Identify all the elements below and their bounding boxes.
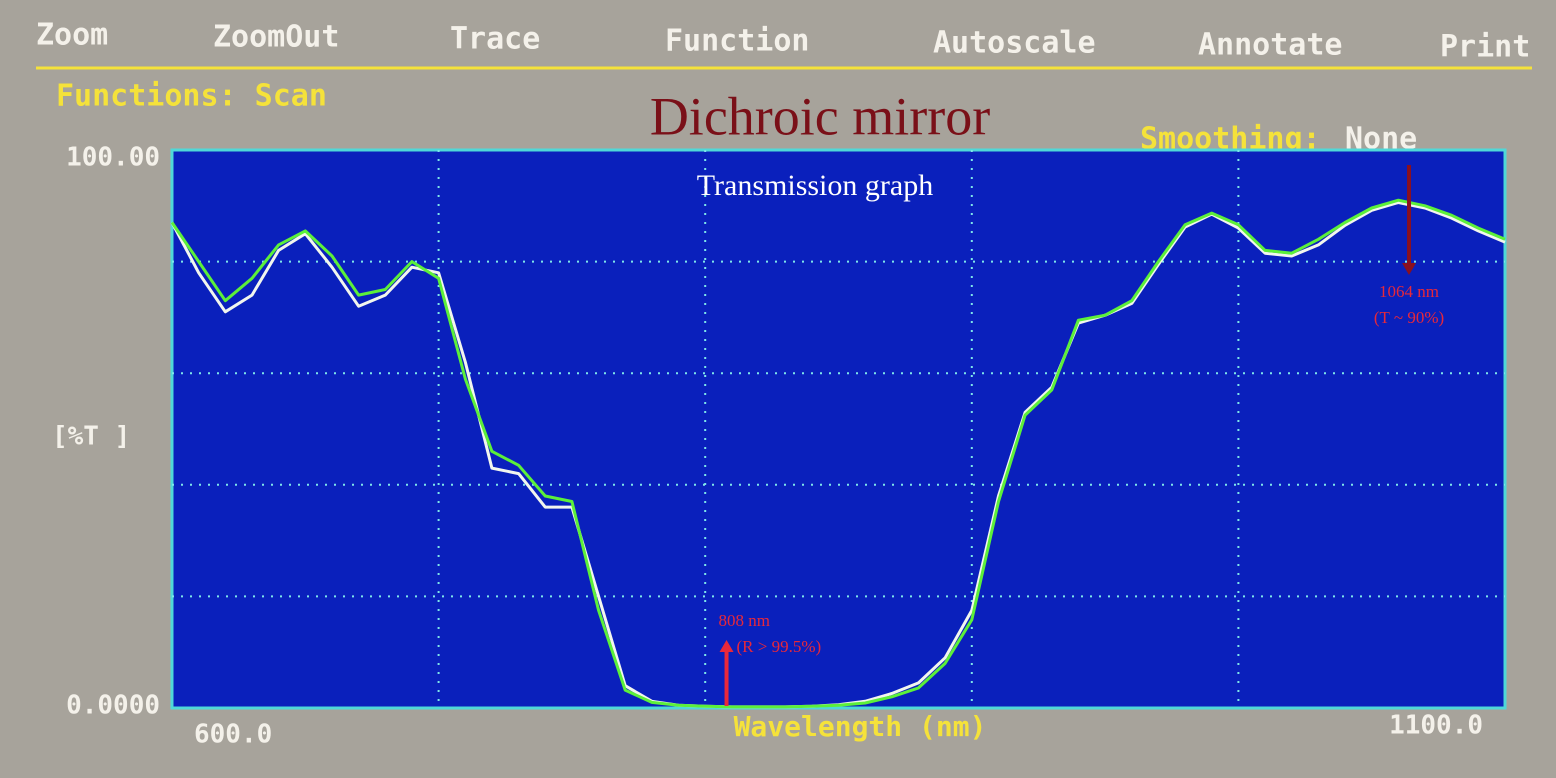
x-axis-label: Wavelength (nm): [734, 710, 987, 743]
trace-line: [170, 198, 1506, 709]
annotation-note: (T ~ 90%): [1374, 308, 1444, 327]
annotation-text: 1064 nm: [1379, 282, 1439, 301]
menu-item[interactable]: Autoscale: [933, 26, 1096, 61]
chart-subtitle: Transmission graph: [697, 169, 933, 202]
menu-item[interactable]: ZoomOut: [213, 20, 339, 55]
x-tick-label: 1100.0: [1389, 711, 1483, 741]
annotation-arrowhead: [1402, 263, 1417, 275]
annotation-text: 808 nm: [719, 611, 770, 630]
menu-bar: Zoom ZoomOut Trace Function Autoscale Annotat…: [36, 18, 1530, 65]
y-axis-label: [%T ]: [52, 422, 130, 452]
plot: [170, 150, 1506, 709]
plot-area: [170, 148, 1507, 710]
annotation-note: (R > 99.5%): [737, 637, 822, 656]
menu-item[interactable]: Function: [665, 24, 810, 59]
menu-item[interactable]: Trace: [450, 22, 540, 57]
x-tick-label: 600.0: [194, 720, 272, 750]
menu-item[interactable]: Annotate: [1198, 28, 1343, 63]
chart-title: Dichroic mirror: [650, 86, 990, 146]
y-tick-label: 0.0000: [66, 691, 160, 721]
annotation-arrowhead: [719, 640, 734, 652]
menu-item[interactable]: Print: [1440, 30, 1530, 65]
functions-status: Functions: Scan: [56, 79, 327, 114]
y-tick-label: 100.00: [66, 143, 160, 173]
menu-item[interactable]: Zoom: [36, 18, 108, 53]
